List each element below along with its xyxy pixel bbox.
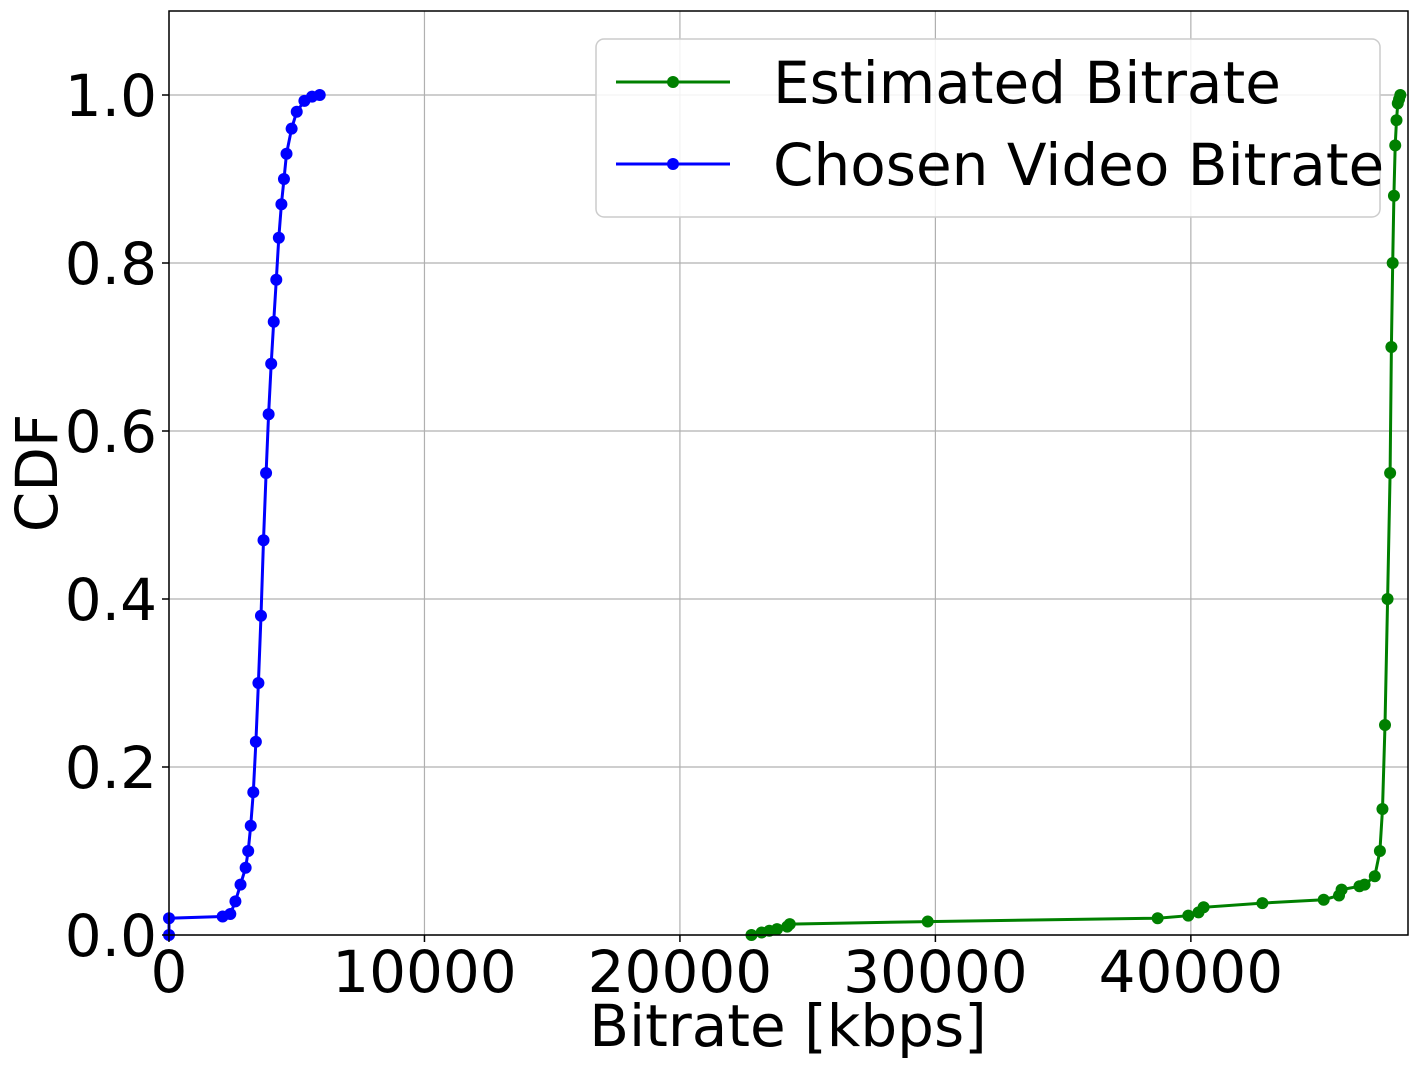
data-point	[1182, 909, 1195, 922]
legend-label-estimated: Estimated Bitrate	[773, 49, 1281, 117]
data-point	[275, 198, 288, 211]
legend: Estimated Bitrate Chosen Video Bitrate	[595, 38, 1384, 218]
y-tick-label: 0.8	[65, 230, 157, 298]
data-point	[1197, 901, 1210, 914]
data-point	[267, 315, 280, 328]
data-point	[1389, 139, 1402, 152]
data-point	[1368, 870, 1381, 883]
y-tick-label: 0.2	[65, 734, 157, 802]
y-tick-label: 0.6	[65, 398, 157, 466]
data-point	[1358, 878, 1371, 891]
data-point	[783, 918, 796, 931]
data-point	[1376, 803, 1389, 815]
data-point	[1379, 719, 1392, 731]
legend-swatch-marker-estimated	[667, 76, 679, 88]
y-tick-label: 1.0	[65, 62, 157, 130]
data-point	[265, 357, 278, 370]
x-ticks: 0 10000 20000 30000 40000	[151, 935, 1284, 1006]
data-point	[1387, 189, 1400, 202]
y-tick-label: 0.0	[65, 902, 157, 970]
data-point	[1151, 912, 1164, 925]
x-axis-title: Bitrate [kbps]	[589, 992, 987, 1060]
x-tick-label: 0	[151, 938, 188, 1006]
data-point	[260, 467, 273, 479]
data-point	[771, 923, 784, 936]
data-point	[1317, 893, 1330, 906]
data-point	[254, 609, 267, 622]
data-point	[285, 122, 298, 135]
series-layer	[163, 89, 1407, 941]
data-point	[247, 786, 260, 799]
y-ticks: 0.0 0.2 0.4 0.6 0.8 1.0	[65, 62, 169, 970]
data-point	[224, 908, 237, 920]
series-line	[167, 93, 321, 935]
series-chosen-video-bitrate	[163, 89, 326, 941]
legend-swatch-marker-chosen	[667, 158, 679, 170]
data-point	[234, 878, 247, 891]
data-point	[1384, 467, 1397, 479]
legend-label-chosen: Chosen Video Bitrate	[773, 131, 1384, 199]
data-point	[249, 735, 262, 748]
data-point	[1256, 897, 1269, 910]
series-estimated-bitrate	[745, 89, 1407, 941]
data-point	[290, 105, 303, 118]
data-point	[1394, 89, 1407, 101]
data-point	[244, 819, 257, 832]
data-point	[1390, 114, 1403, 127]
legend-box	[595, 38, 1381, 218]
data-point	[1386, 257, 1399, 269]
data-point	[921, 915, 934, 928]
x-tick-label: 10000	[332, 938, 517, 1006]
data-point	[313, 89, 326, 101]
data-point	[252, 677, 265, 689]
data-point	[1385, 341, 1398, 353]
x-tick-label: 40000	[1099, 938, 1284, 1006]
data-point	[229, 895, 242, 908]
data-point	[272, 231, 285, 244]
x-tick-label: 30000	[843, 938, 1028, 1006]
data-point	[1381, 593, 1394, 605]
data-point	[1335, 883, 1348, 896]
data-point	[280, 147, 293, 160]
x-tick-label: 20000	[588, 938, 773, 1006]
data-point	[262, 408, 275, 421]
y-axis-title: CDF	[3, 414, 71, 533]
data-point	[257, 534, 270, 547]
plot-frame	[168, 10, 1409, 936]
data-point	[270, 273, 283, 286]
y-tick-label: 0.4	[65, 566, 157, 634]
data-point	[277, 173, 290, 185]
data-point	[1373, 845, 1386, 857]
data-point	[242, 845, 255, 857]
data-point	[239, 861, 252, 874]
